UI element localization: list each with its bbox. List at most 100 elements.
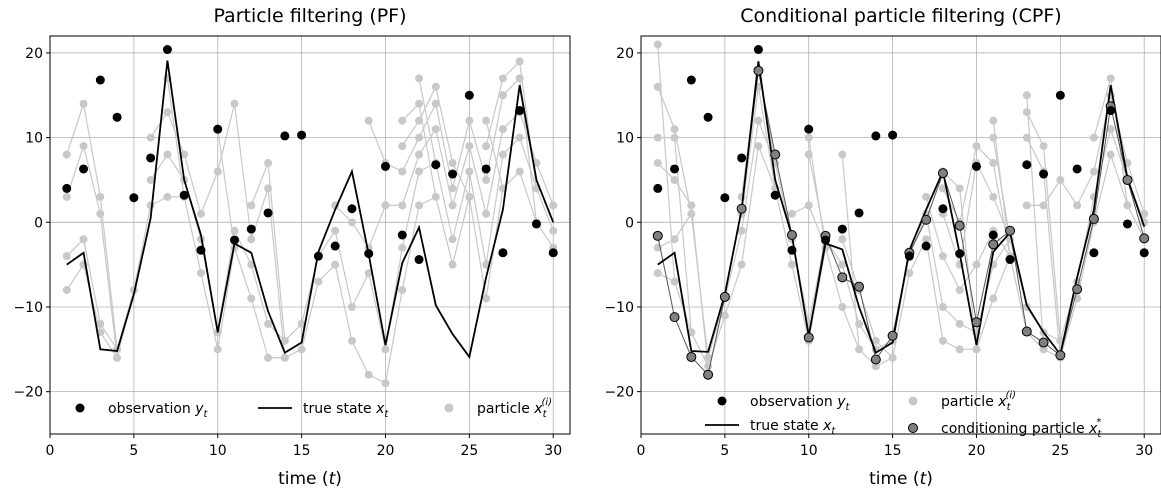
observation-point (1089, 248, 1099, 258)
observation-point (548, 248, 558, 258)
observation-point (62, 183, 72, 193)
particle-point (687, 201, 696, 210)
observation-point (230, 235, 240, 245)
observation-point (821, 235, 831, 245)
observation-point (162, 45, 172, 55)
particle-point (515, 57, 524, 66)
particle-point (247, 294, 256, 303)
observation-point (246, 224, 256, 234)
particle-trajectory (267, 162, 286, 341)
particle-trajectory (401, 154, 420, 206)
particle-trajectory (1126, 205, 1145, 240)
observation-point (79, 164, 89, 174)
conditioning-particle-point (1005, 225, 1016, 236)
particle-point (972, 142, 981, 151)
particle-trajectory (1093, 78, 1112, 138)
x-tick-label: 0 (46, 443, 55, 459)
observation-point (448, 169, 458, 179)
particle-point (398, 243, 407, 252)
particle-point (670, 133, 679, 142)
particle-point (163, 150, 172, 159)
particle-point (196, 209, 205, 218)
particle-point (398, 142, 407, 151)
particle-trajectory (1026, 111, 1045, 147)
particle-trajectory (724, 264, 743, 316)
particle-trajectory (535, 162, 554, 206)
particle-trajectory (451, 196, 470, 265)
x-axis-label: time (t) (869, 469, 933, 489)
particle-trajectory (673, 129, 692, 214)
y-tick-label: 10 (25, 131, 43, 147)
particle-point (347, 302, 356, 311)
observation-point (971, 161, 981, 171)
conditioning-particle-point (803, 332, 814, 343)
particle-point (838, 235, 847, 244)
observation-point (1039, 169, 1049, 179)
particle-point (398, 201, 407, 210)
particle-trajectory (452, 145, 470, 206)
particle-point (1089, 167, 1098, 176)
particle-point (498, 91, 507, 100)
observation-point (397, 230, 407, 240)
particle-point (955, 345, 964, 354)
particle-point (972, 260, 981, 269)
particle-point (1022, 108, 1031, 117)
conditioning-particle-point (1122, 174, 1133, 185)
observation-point (988, 230, 998, 240)
particle-trajectory (99, 332, 118, 359)
particle-point (1123, 201, 1132, 210)
particle-trajectory (418, 86, 437, 121)
particle-point (264, 159, 273, 168)
particle-trajectory (657, 86, 676, 130)
particle-point (448, 201, 457, 210)
conditioning-particle-point (652, 230, 663, 241)
particle-point (938, 302, 947, 311)
particle-point (653, 159, 662, 168)
particle-point (331, 260, 340, 269)
particle-point (989, 159, 998, 168)
particle-point (1106, 150, 1115, 159)
observation-point (481, 164, 491, 174)
particle-point (938, 252, 947, 261)
particle-trajectory (418, 128, 437, 155)
particle-point (804, 201, 813, 210)
particle-point (549, 226, 558, 235)
particle-point (938, 336, 947, 345)
conditioning-particle-point (988, 239, 999, 250)
particle-trajectory (1110, 128, 1129, 181)
conditioning-particle-point (770, 149, 781, 160)
observation-point (179, 190, 189, 200)
x-tick-label: 10 (209, 443, 227, 459)
particle-point (415, 74, 424, 83)
observation-point (904, 251, 914, 261)
particle-point (79, 235, 88, 244)
particle-point (972, 345, 981, 354)
particle-point (653, 269, 662, 278)
particle-point (670, 125, 679, 134)
conditioning-particle-point (887, 330, 898, 341)
particle-trajectory (418, 78, 437, 164)
legend-marker-particle (908, 396, 918, 406)
particle-trajectory (351, 272, 370, 308)
particle-trajectory (485, 78, 504, 147)
observation-point (753, 45, 763, 55)
particle-point (364, 116, 373, 125)
particle-point (838, 260, 847, 269)
conditioning-particle-point (669, 312, 680, 323)
conditioning-particle-point (686, 351, 697, 362)
particle-point (331, 226, 340, 235)
particle-trajectory (150, 154, 168, 181)
particle-point (230, 226, 239, 235)
particle-point (431, 125, 440, 134)
particle-point (96, 319, 105, 328)
legend: observation yt true state xt particle xt(i… (75, 397, 552, 420)
particle-point (1140, 209, 1149, 218)
observation-point (1072, 164, 1082, 174)
particle-point (415, 201, 424, 210)
particle-point (431, 99, 440, 108)
plot-frame (49, 35, 571, 435)
particle-point (347, 218, 356, 227)
particle-trajectory (519, 137, 538, 189)
particle-trajectory (368, 120, 387, 164)
y-tick-label: 20 (616, 46, 634, 62)
